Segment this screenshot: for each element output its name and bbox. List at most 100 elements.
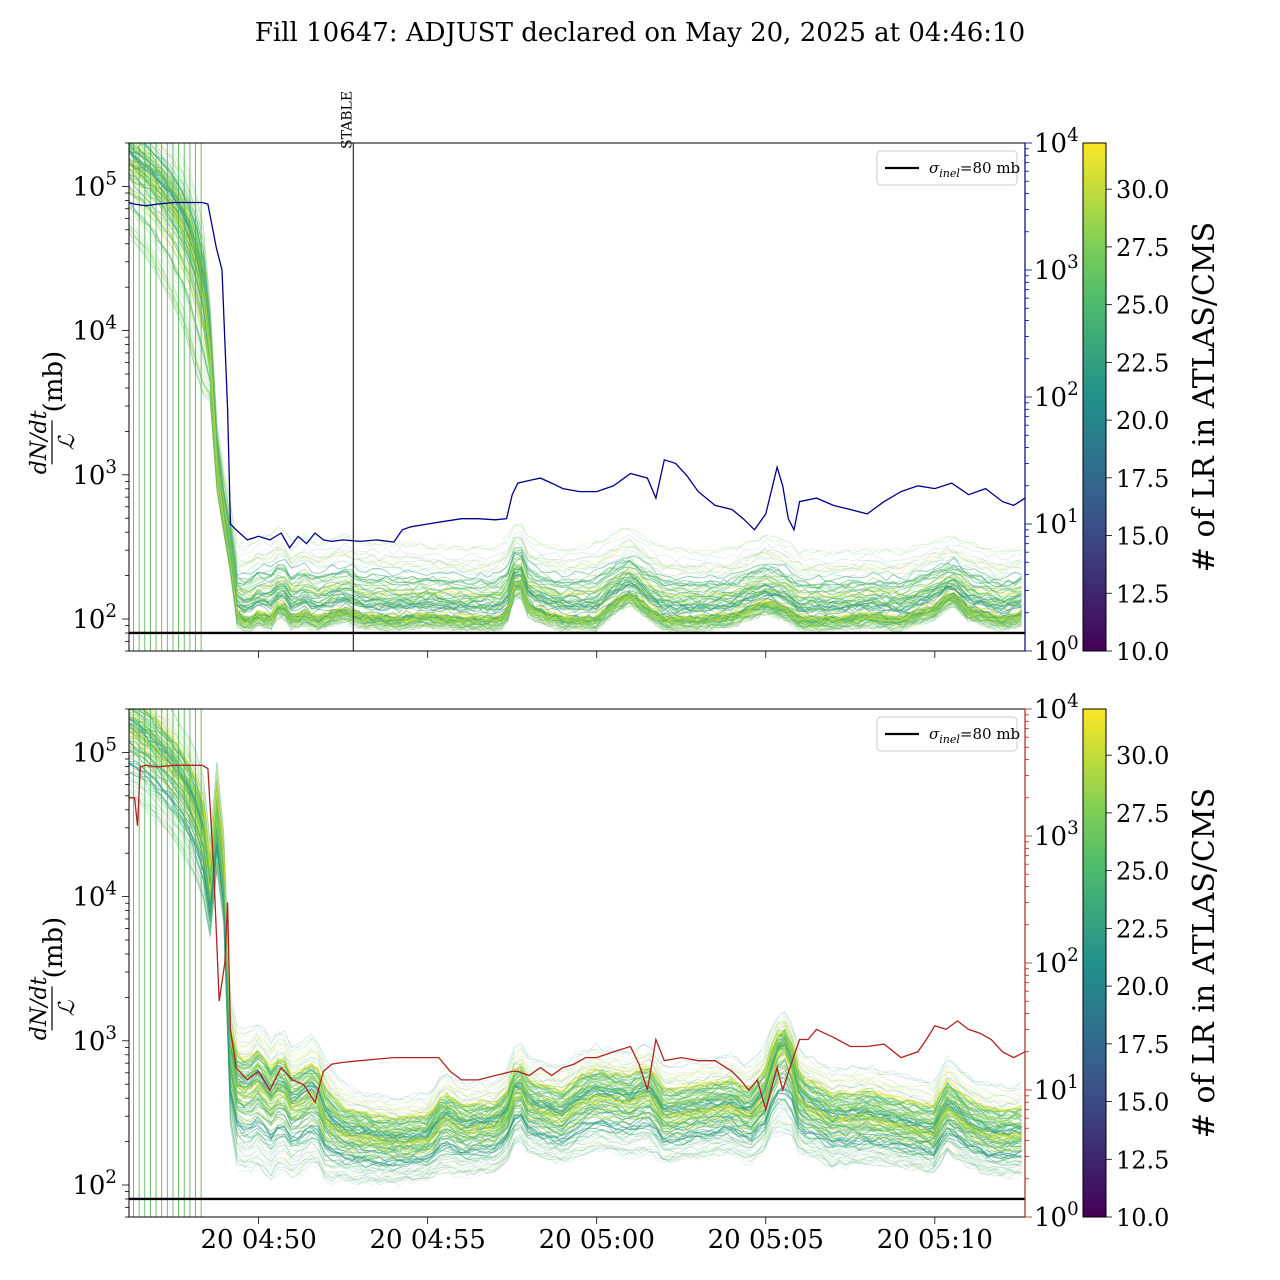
- colorbar-tick-label: 30.0: [1116, 742, 1169, 770]
- lr-line-97: [129, 147, 1022, 603]
- x-tick-label: 20 04:50: [200, 1225, 316, 1255]
- tick-base: 10: [1034, 822, 1067, 852]
- colorbar-tick-label: 10.0: [1116, 1204, 1169, 1232]
- y-label-numerator: dN/dt: [27, 976, 52, 1040]
- lr-line-57: [129, 771, 1022, 1171]
- colorbar-tick-label: 20.0: [1116, 973, 1169, 1001]
- colorbar-tick-label: 25.0: [1116, 858, 1169, 886]
- lr-line-7: [129, 711, 1022, 1131]
- lr-line-20: [169, 143, 1022, 557]
- lr-line-40: [129, 781, 1022, 1175]
- lr-line-79: [129, 143, 1022, 596]
- lr-line-55: [129, 709, 1022, 1130]
- lr-line-77: [129, 235, 1022, 633]
- lr-line-25: [129, 793, 1022, 1182]
- tick-base: 10: [72, 461, 105, 491]
- lr-line-61: [166, 143, 1022, 565]
- lr-line-31: [129, 228, 1022, 632]
- right-tick-label: 104: [1034, 125, 1079, 159]
- tick-base: 10: [1034, 256, 1067, 286]
- lr-line-91: [129, 799, 1022, 1187]
- top-colorbar: 10.0 12.5 15.0 17.5 20.0 22.5 25.0 27.5 30.0 # of…: [1082, 142, 1222, 666]
- legend-rest: =80 mb: [960, 159, 1020, 177]
- colorbar-label: # of LR in ATLAS/CMS: [1187, 788, 1222, 1138]
- lr-line-113: [129, 176, 1022, 625]
- x-tick-label: 20 05:00: [539, 1225, 655, 1255]
- bottom-colorbar: 10.0 12.5 15.0 17.5 20.0 22.5 25.0 27.5 30.0 # of…: [1082, 708, 1222, 1232]
- lr-line-92: [156, 709, 1022, 1114]
- lr-line-115: [129, 724, 1022, 1142]
- lr-line-70: [149, 709, 1022, 1118]
- tick-base: 10: [1034, 510, 1067, 540]
- tick-exponent: 5: [105, 734, 117, 755]
- lr-line-3: [129, 143, 1022, 602]
- tick-base: 10: [1034, 695, 1067, 725]
- lr-line-90: [129, 162, 1022, 623]
- lr-line-106: [129, 762, 1022, 1166]
- y-axis-label: dN/dt ℒ (mb): [27, 917, 80, 1040]
- lr-line-88: [129, 228, 1022, 632]
- right-tick-label: 103: [1034, 818, 1079, 852]
- tick-exponent: 2: [1067, 945, 1079, 966]
- tick-exponent: 2: [105, 601, 117, 622]
- lr-line-19: [146, 143, 1022, 587]
- lr-line-117: [129, 749, 1022, 1158]
- tick-exponent: 2: [105, 1167, 117, 1188]
- lr-line-12: [129, 777, 1022, 1173]
- lr-line-71: [129, 160, 1022, 624]
- lr-line-43: [129, 161, 1022, 624]
- lr-line-81: [170, 709, 1022, 1104]
- lr-line-34: [148, 143, 1022, 579]
- lr-line-36: [129, 794, 1022, 1184]
- x-tick-label: 20 04:55: [370, 1225, 486, 1255]
- lr-line-69: [138, 709, 1022, 1126]
- lr-line-89: [129, 789, 1022, 1180]
- lr-line-62: [149, 143, 1022, 582]
- colorbar-tick-label: 22.5: [1116, 915, 1169, 943]
- lr-line-94: [171, 143, 1022, 557]
- lr-line-64: [129, 147, 1022, 612]
- y-label-denominator: ℒ: [55, 433, 80, 450]
- lr-line-111: [129, 150, 1022, 607]
- lr-line-2: [131, 143, 1022, 599]
- lr-line-28: [138, 143, 1022, 592]
- lr-line-110: [129, 169, 1022, 625]
- lr-line-114: [129, 739, 1022, 1153]
- lr-line-41: [158, 143, 1022, 570]
- lr-line-55: [159, 143, 1022, 571]
- stable-annotation: STABLE: [339, 91, 355, 149]
- lr-line-23: [129, 756, 1022, 1160]
- tick-exponent: 5: [105, 168, 117, 189]
- legend-box: [876, 716, 1018, 752]
- lr-line-56: [129, 207, 1022, 630]
- legend-label: σinel=80 mb: [929, 725, 1020, 746]
- early-vertical-lines: [133, 709, 202, 1217]
- lr-line-57: [129, 176, 1022, 626]
- lr-line-103: [169, 143, 1022, 556]
- lr-line-100: [140, 709, 1022, 1120]
- lr-line-71: [129, 761, 1022, 1164]
- lr-line-51: [154, 143, 1022, 572]
- lr-line-29: [129, 796, 1022, 1184]
- lr-line-62: [165, 709, 1022, 1107]
- lr-line-116: [129, 168, 1022, 624]
- plot-area: [129, 709, 1025, 1217]
- tick-base: 10: [72, 1171, 105, 1201]
- luminosity-ratio-lines: [129, 709, 1022, 1187]
- lr-line-119: [146, 709, 1022, 1123]
- lr-line-100: [129, 172, 1022, 625]
- lr-line-107: [129, 172, 1022, 625]
- tick-exponent: 2: [1067, 379, 1079, 400]
- legend-sigma: σ: [929, 725, 940, 743]
- lr-line-66: [129, 157, 1022, 623]
- lr-line-45: [129, 716, 1022, 1137]
- left-tick-label: 102: [72, 1167, 117, 1201]
- left-tick-label: 105: [72, 734, 117, 768]
- lr-line-48: [153, 143, 1022, 576]
- lr-line-39: [129, 143, 1022, 603]
